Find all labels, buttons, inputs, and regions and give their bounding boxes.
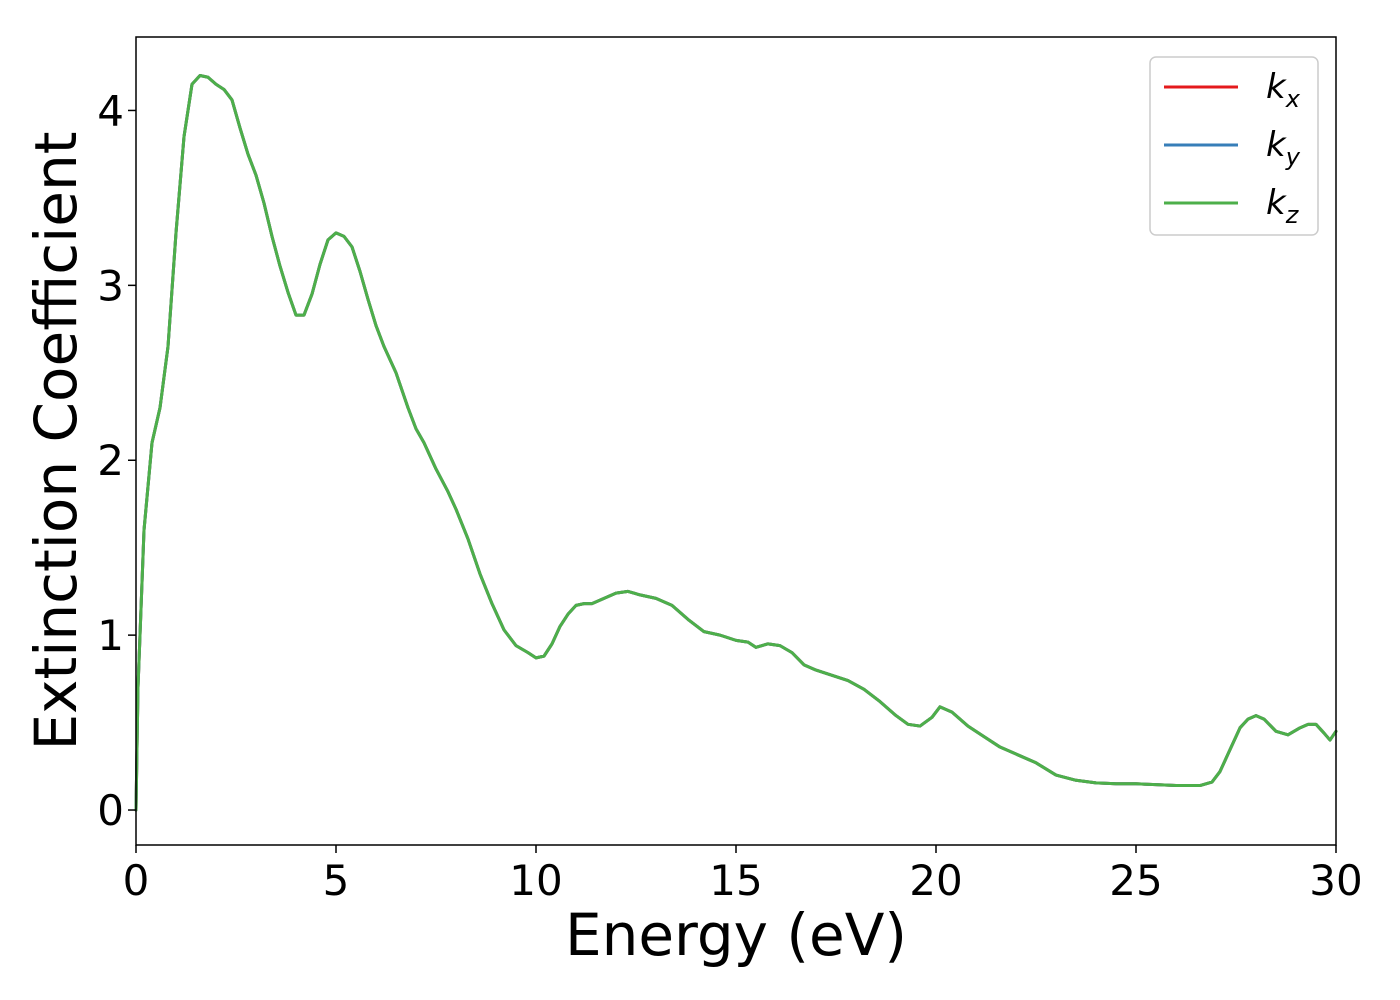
x-tick-label: 30 (1309, 856, 1362, 905)
x-tick-label: 20 (909, 856, 962, 905)
x-tick-label: 25 (1109, 856, 1162, 905)
legend-label-kx: kx (1266, 67, 1301, 113)
y-tick-label: 3 (97, 261, 124, 310)
y-tick-label: 1 (97, 611, 124, 660)
y-axis-title: Extinction Coefficient (22, 132, 90, 751)
series-line-kz (134, 73, 1338, 812)
x-tick-label: 15 (709, 856, 762, 905)
legend: kx ky kz (1149, 56, 1319, 236)
y-axis: 0 1 2 3 4 (97, 86, 136, 835)
legend-label-kz: kz (1266, 183, 1300, 229)
series-layer (134, 73, 1338, 812)
y-tick-label: 4 (97, 86, 124, 135)
x-tick-label: 5 (323, 856, 350, 905)
legend-label-ky: ky (1266, 125, 1301, 171)
x-axis: 0 5 10 15 20 25 30 (123, 845, 1363, 905)
x-tick-label: 0 (123, 856, 150, 905)
x-axis-title: Energy (eV) (565, 901, 907, 969)
y-tick-label: 2 (97, 436, 124, 485)
x-tick-label: 10 (509, 856, 562, 905)
y-tick-label: 0 (97, 786, 124, 835)
